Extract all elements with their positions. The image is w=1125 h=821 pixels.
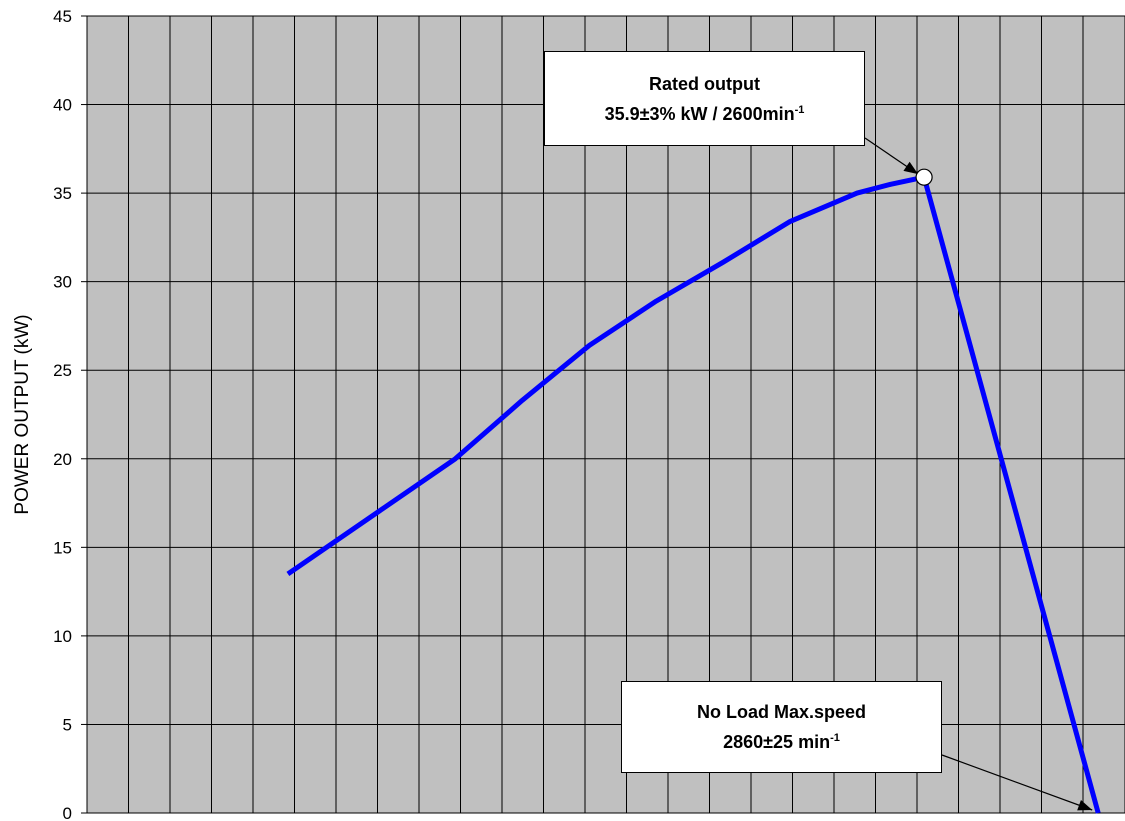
no-load-arrowhead: [1077, 800, 1093, 811]
no-load-callout: No Load Max.speed 2860±25 min-1: [621, 681, 942, 773]
rated-output-line1: Rated output: [649, 73, 760, 94]
callout-leaders: [864, 137, 1093, 811]
rated-output-callout: Rated output 35.9±3% kW / 2600min-1: [544, 51, 865, 146]
y-tick-label: 0: [63, 804, 72, 821]
series-layer: [286, 174, 1101, 814]
no-load-line1: No Load Max.speed: [696, 702, 867, 722]
y-tick-label: 5: [63, 715, 72, 734]
grid-lines: [87, 15, 1125, 814]
rated-output-arrowhead: [903, 161, 919, 175]
marker-layer: [915, 168, 933, 186]
rated-output-marker: [915, 168, 933, 186]
y-tick-label: 40: [53, 96, 72, 115]
no-load-leader: [941, 754, 1093, 811]
y-tick-label: 35: [53, 184, 72, 203]
y-tick-label: 20: [53, 450, 72, 469]
no-load-line2: 2860±25 min-1: [723, 732, 840, 752]
y-tick-label: 45: [53, 7, 72, 26]
y-tick-label: 15: [53, 538, 72, 557]
y-tick-label: 10: [53, 627, 72, 646]
plot-area: [86, 15, 1125, 814]
y-tick-label: 30: [53, 273, 72, 292]
y-tick-label: 25: [53, 361, 72, 380]
rated-output-line2: 35.9±3% kW / 2600min-1: [604, 103, 805, 124]
y-axis-label: POWER OUTPUT (kW): [12, 314, 33, 514]
y-axis-ticks: 0 5 10 15 20 25 30 35 40 45: [53, 7, 87, 821]
power-curve-line: [286, 174, 1101, 814]
